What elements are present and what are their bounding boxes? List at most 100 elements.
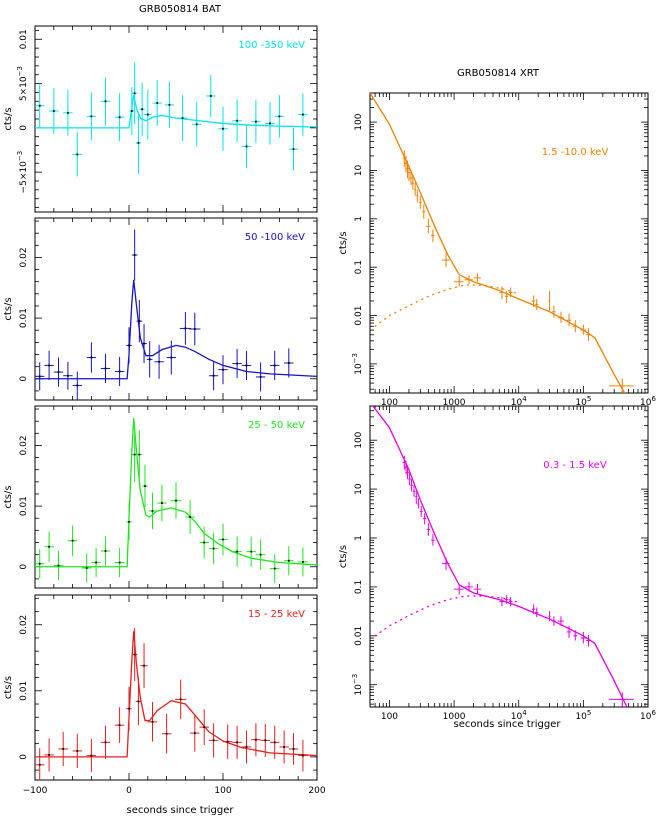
data-point xyxy=(35,748,45,780)
data-point xyxy=(53,550,64,581)
data-point xyxy=(531,295,536,308)
y-axis-label: cts/s xyxy=(338,545,349,568)
x-tick-label: 200 xyxy=(308,786,325,796)
data-point xyxy=(175,679,187,720)
data-point xyxy=(126,686,132,731)
data-point xyxy=(232,349,242,379)
data-point xyxy=(161,713,172,754)
model-curve xyxy=(35,279,317,380)
panel-frame xyxy=(34,25,318,213)
data-point xyxy=(431,534,435,546)
band-label: 1.5 -10.0 keV xyxy=(542,147,609,158)
y-axis-label: cts/s xyxy=(3,485,14,508)
component-curve xyxy=(374,284,520,327)
point-marker xyxy=(118,724,121,727)
x-tick-label: −100 xyxy=(23,786,48,796)
point-marker xyxy=(255,120,257,123)
data-point xyxy=(140,643,148,689)
point-marker xyxy=(195,123,198,126)
point-marker xyxy=(52,110,55,112)
point-marker xyxy=(133,453,136,456)
point-marker xyxy=(133,254,136,256)
data-point xyxy=(566,625,572,639)
data-point xyxy=(190,714,200,752)
data-point xyxy=(91,547,101,578)
data-point xyxy=(288,127,299,171)
data-point xyxy=(208,532,219,565)
point-marker xyxy=(212,547,215,550)
data-point xyxy=(260,723,270,757)
x-tick-label: 105 xyxy=(575,395,591,408)
point-marker xyxy=(71,539,74,542)
y-tick-label: 10−3 xyxy=(351,353,364,375)
point-marker xyxy=(209,95,212,97)
x-tick-label: 100 xyxy=(381,398,398,408)
x-tick-label: 106 xyxy=(640,709,656,722)
data-point xyxy=(284,546,294,576)
data-point xyxy=(114,356,125,387)
point-marker xyxy=(302,561,304,563)
point-marker xyxy=(302,754,304,757)
point-marker xyxy=(245,145,248,148)
panel-frame xyxy=(34,217,318,401)
data-point xyxy=(139,82,145,136)
point-marker xyxy=(138,320,141,323)
y-tick-label: 0.01 xyxy=(19,308,29,328)
y-tick-label: 1 xyxy=(354,216,364,222)
data-point xyxy=(504,595,509,604)
y-tick-label: 0 xyxy=(19,376,29,382)
point-marker xyxy=(273,567,276,570)
data-point xyxy=(218,106,228,151)
data-point xyxy=(241,350,252,380)
point-marker xyxy=(104,367,107,370)
data-point xyxy=(208,723,219,758)
point-marker xyxy=(48,753,50,756)
data-point xyxy=(416,189,419,203)
data-point xyxy=(251,723,261,757)
band-label: 25 - 50 keV xyxy=(248,420,305,431)
y-axis-label: cts/s xyxy=(3,676,14,699)
point-marker xyxy=(158,360,160,363)
point-marker xyxy=(133,92,136,95)
data-point xyxy=(179,312,192,345)
y-tick-label: 0.02 xyxy=(19,247,29,267)
data-point xyxy=(298,547,308,577)
data-point xyxy=(552,616,556,626)
point-marker xyxy=(90,754,93,757)
point-marker xyxy=(95,561,97,564)
x-tick-label: 104 xyxy=(511,709,527,722)
point-marker xyxy=(137,700,140,703)
point-marker xyxy=(76,384,79,387)
point-marker xyxy=(193,328,196,330)
y-tick-label: 10 xyxy=(354,483,364,495)
panel-frame xyxy=(34,405,318,589)
y-axis-label: cts/s xyxy=(3,297,14,320)
point-marker xyxy=(203,541,206,544)
point-marker xyxy=(90,356,93,359)
y-tick-label: 0 xyxy=(19,754,29,760)
data-point xyxy=(417,498,420,509)
band-label: 0.3 - 1.5 keV xyxy=(543,460,607,471)
data-point xyxy=(431,229,435,243)
point-marker xyxy=(148,358,151,361)
data-point xyxy=(44,350,54,380)
data-point xyxy=(499,286,505,299)
point-marker xyxy=(38,763,41,766)
data-point xyxy=(426,523,431,536)
y-tick-label: 0.02 xyxy=(19,615,29,635)
panel-4: 0 0.01 0.02 cts/s 15 - 25 keV −100 0 100 200 xyxy=(3,594,326,796)
y-tick-label: 0 xyxy=(19,564,29,570)
data-point xyxy=(404,155,408,173)
data-point xyxy=(72,733,82,769)
data-point xyxy=(411,175,415,190)
point-marker xyxy=(212,374,215,377)
point-marker xyxy=(156,102,159,104)
data-point xyxy=(255,539,266,570)
point-marker xyxy=(118,370,121,373)
data-point xyxy=(223,724,233,759)
data-point xyxy=(136,299,143,343)
panel-5: 100 1000 104 105 106 10−3 0.01 0.1 1 10 100 cts/s 1.… xyxy=(338,92,656,408)
data-point xyxy=(86,342,97,373)
data-point xyxy=(206,74,216,118)
